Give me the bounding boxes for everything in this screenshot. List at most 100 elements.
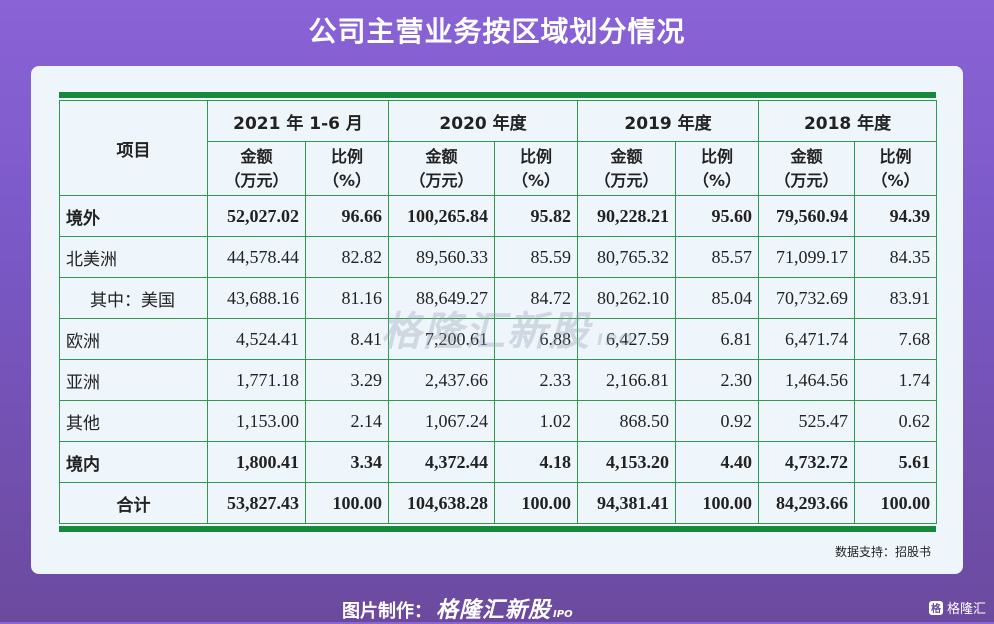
ratio-cell: 6.81 — [675, 318, 760, 360]
ratio-cell: 100.00 — [494, 482, 579, 524]
amount-cell: 79,560.94 — [758, 195, 856, 237]
amount-cell: 525.47 — [758, 400, 856, 442]
period-header: 2021 年 1-6 月 — [206, 100, 390, 142]
amount-cell: 43,688.16 — [207, 277, 306, 319]
period-header: 2019 年度 — [577, 100, 760, 142]
ratio-cell: 84.72 — [494, 277, 579, 319]
amount-cell: 89,560.33 — [388, 236, 496, 278]
period-header: 2018 年度 — [758, 100, 938, 142]
table-row: 其中：美国 43,688.16 81.16 88,649.27 84.72 80,262.… — [59, 277, 938, 319]
amount-cell: 7,200.61 — [388, 318, 496, 360]
amount-cell: 70,732.69 — [758, 277, 856, 319]
data-source-note: 数据支持：招股书 — [834, 545, 931, 559]
footer-credit: 图片制作： 格隆汇新股 IPO — [342, 592, 573, 624]
period-header: 2020 年度 — [388, 100, 579, 142]
ratio-cell: 5.61 — [854, 441, 938, 483]
corner-logo-text: 格隆汇 — [946, 602, 986, 617]
amount-cell: 1,800.41 — [207, 441, 306, 483]
row-label: 亚洲 — [59, 359, 208, 401]
amount-cell: 84,293.66 — [758, 482, 856, 524]
ratio-cell: 85.59 — [494, 236, 579, 278]
row-label: 境外 — [59, 195, 208, 237]
ratio-cell: 100.00 — [675, 482, 760, 524]
amount-cell: 4,153.20 — [577, 441, 677, 483]
amount-cell: 4,372.44 — [388, 441, 496, 483]
row-label: 合计 — [59, 482, 208, 524]
amount-cell: 94,381.41 — [577, 482, 677, 524]
page-title: 公司主营业务按区域划分情况 — [308, 15, 686, 48]
amount-cell: 2,437.66 — [388, 359, 496, 401]
item-header: 项目 — [59, 100, 208, 196]
table-row: 境内 1,800.41 3.34 4,372.44 4.18 4,153.20 4.40 4,… — [59, 441, 938, 483]
amount-cell: 100,265.84 — [388, 195, 496, 237]
ratio-cell: 95.60 — [675, 195, 760, 237]
table-row: 境外 52,027.02 96.66 100,265.84 95.82 90,228.21… — [59, 195, 938, 237]
table-row: 亚洲 1,771.18 3.29 2,437.66 2.33 2,166.81 2.30 1,… — [59, 359, 938, 401]
amount-cell: 44,578.44 — [207, 236, 306, 278]
footer-brand: 格隆汇新股 — [436, 598, 552, 623]
ratio-header: 比例 （%） — [494, 141, 579, 196]
row-label: 欧洲 — [59, 318, 208, 360]
amount-cell: 2,166.81 — [577, 359, 677, 401]
ratio-cell: 3.34 — [304, 441, 390, 483]
ratio-header: 比例 （%） — [854, 141, 938, 196]
ratio-cell: 85.57 — [675, 236, 760, 278]
ratio-cell: 1.02 — [494, 400, 579, 442]
ratio-cell: 1.74 — [854, 359, 938, 401]
ratio-cell: 84.35 — [854, 236, 938, 278]
amount-cell: 1,153.00 — [207, 400, 306, 442]
amount-cell: 71,099.17 — [758, 236, 856, 278]
region-revenue-table: 项目 2021 年 1-6 月 2020 年度 2019 年度 2018 年度 … — [59, 100, 938, 524]
amount-header: 金额 （万元） — [388, 141, 496, 196]
ratio-cell: 95.82 — [494, 195, 579, 237]
amount-cell: 1,067.24 — [388, 400, 496, 442]
amount-cell: 52,027.02 — [207, 195, 306, 237]
ratio-cell: 85.04 — [675, 277, 760, 319]
table-top-rule — [59, 92, 936, 98]
amount-cell: 6,427.59 — [577, 318, 677, 360]
ratio-cell: 100.00 — [304, 482, 390, 524]
amount-header: 金额 （万元） — [758, 141, 856, 196]
amount-cell: 80,262.10 — [577, 277, 677, 319]
corner-logo: 格 格隆汇 — [928, 598, 986, 617]
table-row: 其他 1,153.00 2.14 1,067.24 1.02 868.50 0.92 525.… — [59, 400, 938, 442]
table-row: 欧洲 4,524.41 8.41 7,200.61 6.88 6,427.59 6.81 6,… — [59, 318, 938, 360]
row-label: 北美洲 — [59, 236, 208, 278]
amount-cell: 104,638.28 — [388, 482, 496, 524]
table-bottom-rule — [59, 526, 936, 532]
table-row: 北美洲 44,578.44 82.82 89,560.33 85.59 80,765.32… — [59, 236, 938, 278]
footer-ipo: IPO — [553, 609, 573, 620]
header-row-periods: 项目 2021 年 1-6 月 2020 年度 2019 年度 2018 年度 — [59, 100, 938, 196]
footer-prefix: 图片制作： — [342, 601, 432, 622]
ratio-cell: 3.29 — [304, 359, 390, 401]
amount-cell: 4,524.41 — [207, 318, 306, 360]
ratio-cell: 96.66 — [304, 195, 390, 237]
ratio-cell: 0.62 — [854, 400, 938, 442]
content-card: 项目 2021 年 1-6 月 2020 年度 2019 年度 2018 年度 … — [31, 66, 963, 574]
ratio-cell: 4.18 — [494, 441, 579, 483]
ratio-cell: 94.39 — [854, 195, 938, 237]
row-label: 境内 — [59, 441, 208, 483]
amount-header: 金额 （万元） — [207, 141, 306, 196]
ratio-header: 比例 （%） — [675, 141, 760, 196]
row-label: 其中：美国 — [59, 277, 208, 319]
ratio-cell: 7.68 — [854, 318, 938, 360]
table-wrapper: 项目 2021 年 1-6 月 2020 年度 2019 年度 2018 年度 … — [59, 92, 938, 532]
amount-cell: 88,649.27 — [388, 277, 496, 319]
ratio-cell: 2.14 — [304, 400, 390, 442]
amount-cell: 80,765.32 — [577, 236, 677, 278]
row-label: 其他 — [59, 400, 208, 442]
amount-cell: 90,228.21 — [577, 195, 677, 237]
amount-cell: 1,464.56 — [758, 359, 856, 401]
ratio-header: 比例 （%） — [304, 141, 390, 196]
header-row-metrics: 金额 （万元） 比例 （%） 金额 （万元） 比例 （%） 金额 （万元） 比例 （%） 金… — [60, 141, 938, 196]
amount-cell: 6,471.74 — [758, 318, 856, 360]
ratio-cell: 2.30 — [675, 359, 760, 401]
amount-header: 金额 （万元） — [577, 141, 677, 196]
ratio-cell: 2.33 — [494, 359, 579, 401]
brand-logo-icon: 格 — [928, 600, 943, 615]
amount-cell: 868.50 — [577, 400, 677, 442]
ratio-cell: 82.82 — [304, 236, 390, 278]
ratio-cell: 6.88 — [494, 318, 579, 360]
ratio-cell: 100.00 — [854, 482, 938, 524]
